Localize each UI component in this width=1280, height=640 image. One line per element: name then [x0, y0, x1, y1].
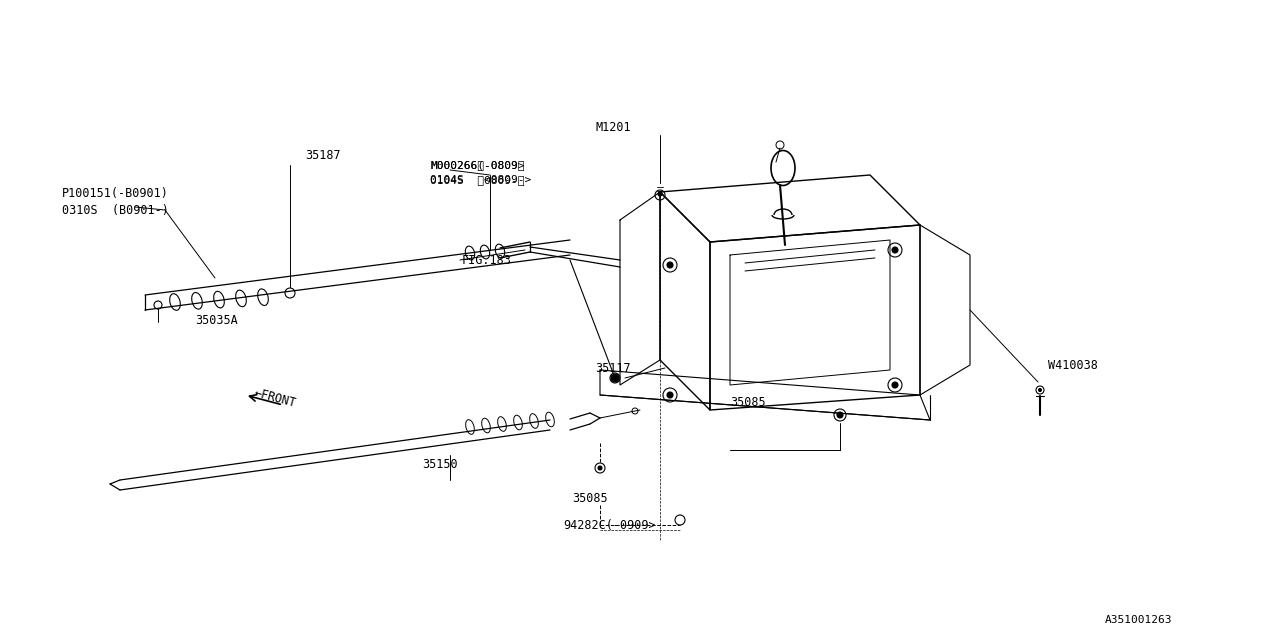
Text: M000266「-0809」: M000266「-0809」	[430, 160, 525, 170]
Text: ←FRONT: ←FRONT	[253, 386, 298, 410]
Circle shape	[611, 374, 620, 382]
Text: 35085: 35085	[730, 396, 765, 408]
Text: 35085: 35085	[572, 492, 608, 504]
Circle shape	[598, 466, 602, 470]
Text: 35035A: 35035A	[195, 314, 238, 326]
Text: 0104S  〈0809-〉: 0104S 〈0809-〉	[430, 175, 525, 185]
Text: M000266(-0809>: M000266(-0809>	[430, 160, 525, 170]
Text: 0310S  (B0901-): 0310S (B0901-)	[61, 204, 169, 216]
Text: FIG.183: FIG.183	[462, 253, 512, 266]
Circle shape	[658, 192, 662, 196]
Text: 35150: 35150	[422, 458, 458, 472]
Text: 0104S   <0809->: 0104S <0809->	[430, 175, 531, 185]
Text: P100151(-B0901): P100151(-B0901)	[61, 186, 169, 200]
Text: M1201: M1201	[595, 120, 631, 134]
Circle shape	[667, 262, 673, 268]
Circle shape	[837, 412, 844, 418]
Text: 94282C(-0909>: 94282C(-0909>	[563, 520, 655, 532]
Circle shape	[1038, 388, 1042, 392]
Text: W410038: W410038	[1048, 358, 1098, 371]
Circle shape	[667, 392, 673, 398]
Circle shape	[892, 247, 899, 253]
Text: 35187: 35187	[305, 148, 340, 161]
Text: A351001263: A351001263	[1105, 615, 1172, 625]
Circle shape	[892, 382, 899, 388]
Text: 35117: 35117	[595, 362, 631, 374]
